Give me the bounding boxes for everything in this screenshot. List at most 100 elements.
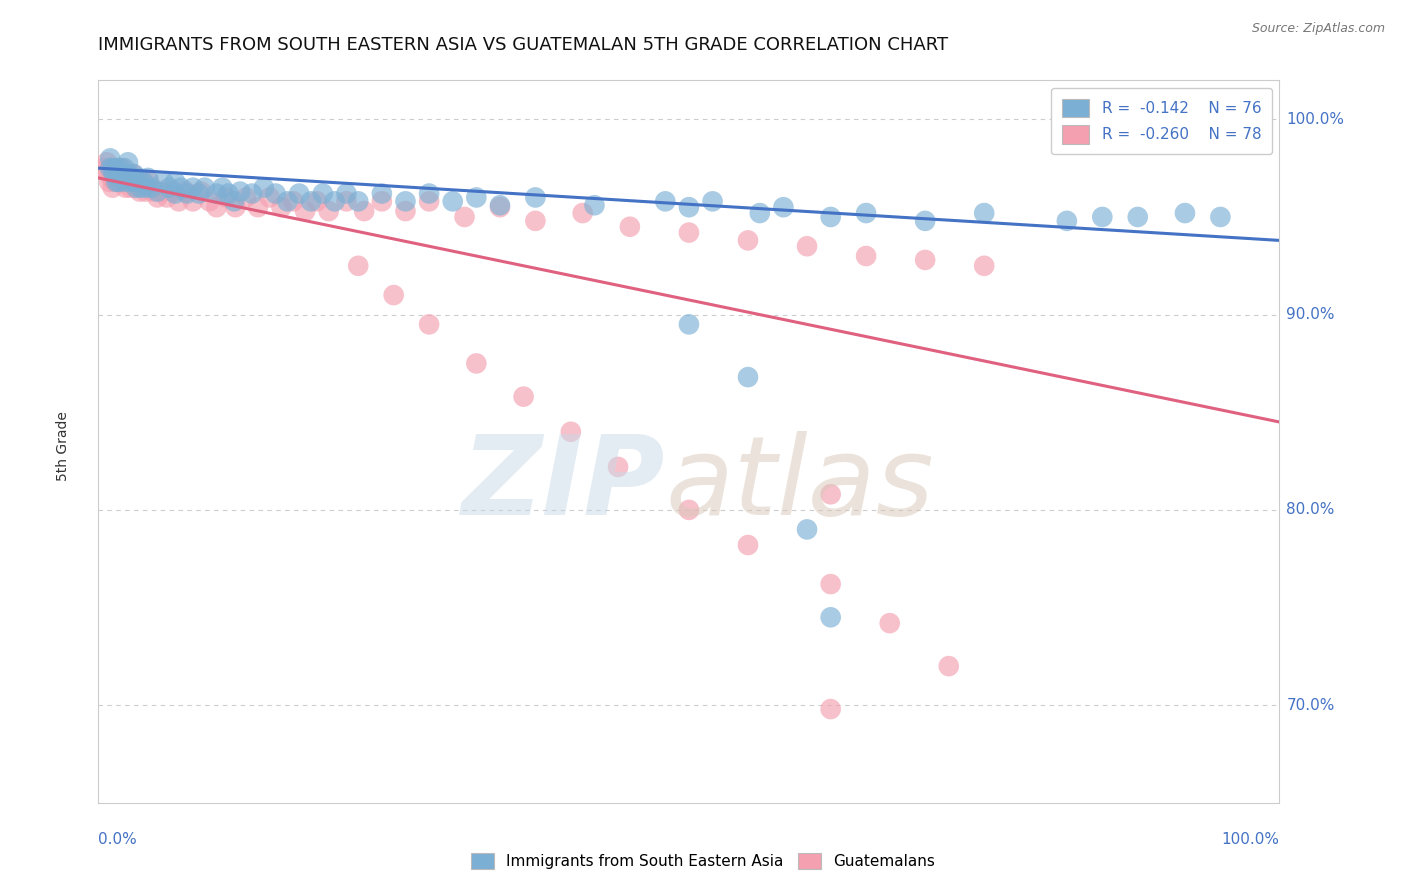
Point xyxy=(205,186,228,201)
Point xyxy=(453,210,475,224)
Point xyxy=(347,194,370,209)
Point xyxy=(112,175,135,189)
Point xyxy=(100,170,122,185)
Point xyxy=(135,180,157,194)
Point xyxy=(973,206,995,220)
Point xyxy=(122,167,145,181)
Point xyxy=(117,167,139,181)
Point xyxy=(938,659,960,673)
Point xyxy=(125,180,148,194)
Point xyxy=(283,194,305,209)
Point xyxy=(583,198,606,212)
Point xyxy=(524,214,547,228)
Point xyxy=(104,175,127,189)
Point xyxy=(111,161,134,176)
Point xyxy=(607,459,630,474)
Point xyxy=(146,190,169,204)
Point xyxy=(132,175,155,189)
Point xyxy=(117,155,139,169)
Point xyxy=(157,180,180,194)
Point xyxy=(571,206,593,220)
Point xyxy=(165,175,187,189)
Point xyxy=(112,167,135,181)
Point xyxy=(748,206,770,220)
Text: 100.0%: 100.0% xyxy=(1222,831,1279,847)
Point xyxy=(796,523,818,537)
Point xyxy=(165,186,187,201)
Point xyxy=(347,259,370,273)
Point xyxy=(737,370,759,384)
Text: 5th Grade: 5th Grade xyxy=(56,411,70,481)
Point xyxy=(217,186,239,201)
Text: Source: ZipAtlas.com: Source: ZipAtlas.com xyxy=(1251,22,1385,36)
Point xyxy=(702,194,724,209)
Point xyxy=(103,167,125,181)
Point xyxy=(737,234,759,248)
Point xyxy=(382,288,405,302)
Point xyxy=(124,180,146,194)
Point xyxy=(129,180,152,194)
Point xyxy=(1056,214,1078,228)
Point xyxy=(973,259,995,273)
Point xyxy=(678,226,700,240)
Point xyxy=(96,155,118,169)
Point xyxy=(105,161,128,176)
Point xyxy=(288,186,311,201)
Point xyxy=(678,503,700,517)
Point xyxy=(820,210,842,224)
Point xyxy=(335,186,357,201)
Point xyxy=(1174,206,1197,220)
Point xyxy=(914,214,936,228)
Point xyxy=(224,200,246,214)
Point xyxy=(103,167,125,181)
Point xyxy=(132,175,155,189)
Point xyxy=(394,194,416,209)
Point xyxy=(1209,210,1232,224)
Point xyxy=(135,185,157,199)
Point xyxy=(190,185,212,199)
Point xyxy=(108,165,131,179)
Point xyxy=(112,161,135,176)
Point xyxy=(105,170,128,185)
Point xyxy=(101,180,124,194)
Point xyxy=(1126,210,1149,224)
Point xyxy=(1244,116,1267,130)
Point xyxy=(176,186,198,201)
Point xyxy=(737,538,759,552)
Point xyxy=(93,161,115,176)
Point xyxy=(678,200,700,214)
Point xyxy=(98,152,121,166)
Point xyxy=(111,167,134,181)
Point xyxy=(335,194,357,209)
Text: atlas: atlas xyxy=(665,432,934,539)
Point xyxy=(110,175,132,189)
Point xyxy=(156,190,179,204)
Point xyxy=(224,194,246,209)
Point xyxy=(142,185,165,199)
Point xyxy=(105,161,128,176)
Point xyxy=(441,194,464,209)
Point xyxy=(211,180,233,194)
Point xyxy=(524,190,547,204)
Point xyxy=(465,356,488,370)
Point xyxy=(205,200,228,214)
Legend: Immigrants from South Eastern Asia, Guatemalans: Immigrants from South Eastern Asia, Guat… xyxy=(464,847,942,875)
Point xyxy=(194,180,217,194)
Point xyxy=(120,180,142,194)
Point xyxy=(122,175,145,189)
Point xyxy=(97,165,120,179)
Text: IMMIGRANTS FROM SOUTH EASTERN ASIA VS GUATEMALAN 5TH GRADE CORRELATION CHART: IMMIGRANTS FROM SOUTH EASTERN ASIA VS GU… xyxy=(98,36,949,54)
Point xyxy=(105,175,128,189)
Point xyxy=(270,200,292,214)
Point xyxy=(127,175,149,189)
Point xyxy=(820,577,842,591)
Point xyxy=(107,175,129,189)
Point xyxy=(167,194,190,209)
Point xyxy=(371,194,394,209)
Point xyxy=(371,186,394,201)
Legend: R =  -0.142    N = 76, R =  -0.260    N = 78: R = -0.142 N = 76, R = -0.260 N = 78 xyxy=(1052,88,1272,154)
Point xyxy=(117,175,139,189)
Point xyxy=(187,186,209,201)
Point xyxy=(136,170,159,185)
Point xyxy=(323,194,346,209)
